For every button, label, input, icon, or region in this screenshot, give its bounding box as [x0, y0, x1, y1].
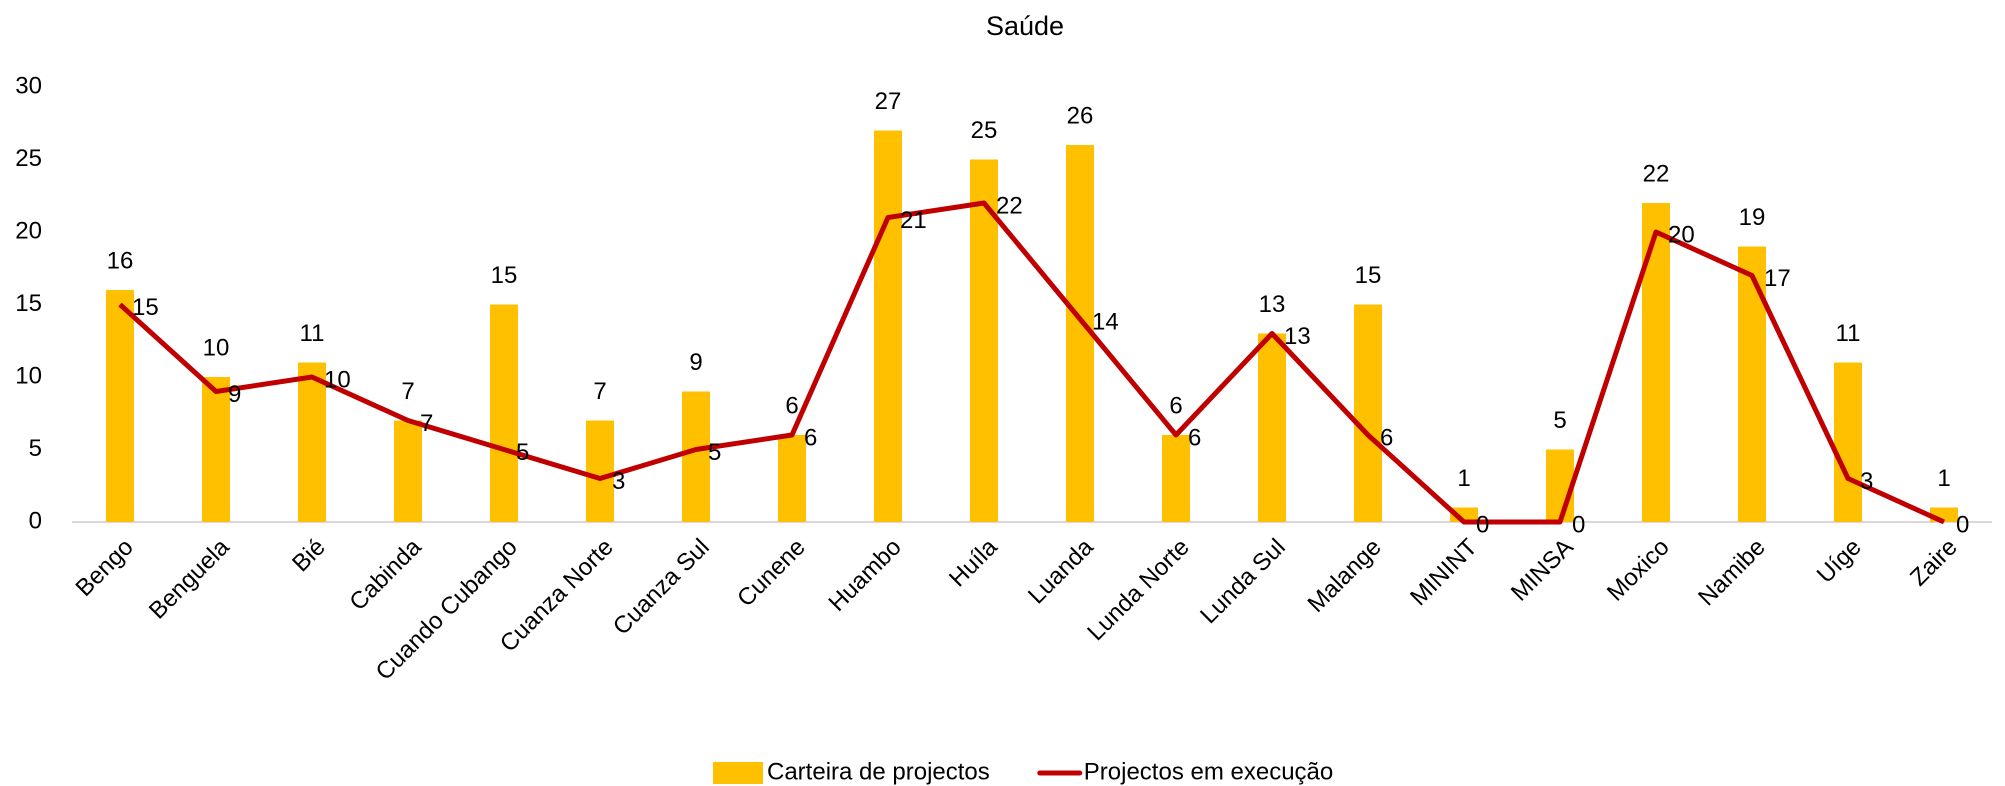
bar [106, 290, 134, 522]
x-tick-label: Huambo [823, 534, 906, 617]
x-tick-label: MINSA [1506, 534, 1579, 607]
x-tick-label: Luanda [1023, 533, 1099, 609]
bar [394, 420, 422, 522]
line-value-label: 5 [708, 439, 721, 466]
line-value-label: 17 [1764, 265, 1791, 292]
line-value-label: 5 [516, 439, 529, 466]
line-value-label: 6 [1380, 424, 1393, 451]
y-tick-label: 25 [15, 145, 42, 172]
bar [1834, 362, 1862, 522]
y-tick-label: 0 [29, 507, 42, 534]
bar [490, 304, 518, 522]
legend-swatch [713, 762, 763, 784]
x-tick-label: Lunda Norte [1082, 534, 1194, 646]
bar-value-label: 10 [203, 334, 230, 361]
bar-value-label: 6 [1169, 392, 1182, 419]
line-value-label: 20 [1668, 221, 1695, 248]
x-tick-label: Zaire [1905, 534, 1963, 592]
bar [1162, 435, 1190, 522]
chart-title: Saúde [986, 11, 1064, 41]
line-value-label: 3 [1860, 468, 1873, 495]
bar [874, 130, 902, 522]
x-tick-label: Bengo [71, 534, 139, 602]
line-value-label: 14 [1092, 308, 1119, 335]
bar [1258, 333, 1286, 522]
x-tick-label: Bié [287, 534, 331, 578]
x-tick-label: Cuanza Sul [608, 534, 715, 641]
bar [778, 435, 806, 522]
bar-value-label: 7 [401, 378, 414, 405]
bar-value-label: 11 [300, 320, 325, 347]
bar-value-label: 13 [1259, 291, 1286, 318]
x-tick-label: Malange [1303, 534, 1387, 618]
bar-value-label: 9 [689, 349, 702, 376]
bar-value-label: 15 [1355, 262, 1382, 289]
legend-label: Projectos em execução [1084, 758, 1333, 785]
x-tick-label: Huíla [944, 533, 1003, 592]
line-value-label: 6 [804, 424, 817, 451]
bar-value-label: 5 [1553, 407, 1566, 434]
bar [1354, 304, 1382, 522]
bar [1642, 203, 1670, 522]
y-tick-label: 5 [29, 435, 42, 462]
x-tick-label: Cabinda [344, 533, 427, 616]
bar-value-label: 26 [1067, 102, 1094, 129]
bar [202, 377, 230, 522]
line-value-label: 15 [132, 294, 159, 321]
x-tick-label: Uíge [1812, 534, 1867, 589]
x-tick-label: MININT [1405, 533, 1483, 611]
bar [970, 159, 998, 522]
y-tick-label: 30 [15, 72, 42, 99]
bar-value-label: 16 [107, 247, 134, 274]
line-value-label: 0 [1476, 511, 1489, 538]
line [118, 200, 1946, 525]
bar-value-label: 19 [1739, 204, 1766, 231]
bar-value-label: 1 [1457, 465, 1470, 492]
y-tick-label: 10 [15, 362, 42, 389]
line-value-label: 21 [900, 207, 927, 234]
bar-value-label: 22 [1643, 160, 1670, 187]
y-tick-label: 20 [15, 217, 42, 244]
line-value-label: 22 [996, 192, 1023, 219]
line-value-label: 6 [1188, 424, 1201, 451]
bar [298, 362, 326, 522]
bar-value-label: 25 [971, 117, 998, 144]
bar-value-label: 27 [875, 88, 902, 115]
bar-value-label: 7 [593, 378, 606, 405]
line-value-label: 0 [1956, 511, 1969, 538]
bar [586, 420, 614, 522]
x-tick-label: Benguela [144, 533, 235, 624]
line-value-label: 7 [420, 410, 433, 437]
bar-value-label: 11 [1836, 320, 1861, 347]
bar [1546, 449, 1574, 522]
x-tick-label: Lunda Sul [1195, 534, 1291, 630]
bar [682, 391, 710, 522]
y-tick-label: 15 [15, 290, 42, 317]
line-value-label: 10 [324, 366, 351, 393]
x-tick-label: Moxico [1602, 534, 1675, 607]
bar-value-label: 6 [785, 392, 798, 419]
line-value-label: 13 [1284, 323, 1311, 350]
line-value-label: 0 [1572, 511, 1585, 538]
bar [1738, 246, 1766, 522]
bar-value-label: 15 [491, 262, 518, 289]
bar-value-label: 1 [1937, 465, 1950, 492]
line-value-label: 3 [612, 468, 625, 495]
legend-label: Carteira de projectos [767, 758, 990, 785]
x-tick-label: Namibe [1693, 534, 1771, 612]
line-value-label: 9 [228, 381, 241, 408]
x-tick-label: Cunene [732, 534, 811, 613]
